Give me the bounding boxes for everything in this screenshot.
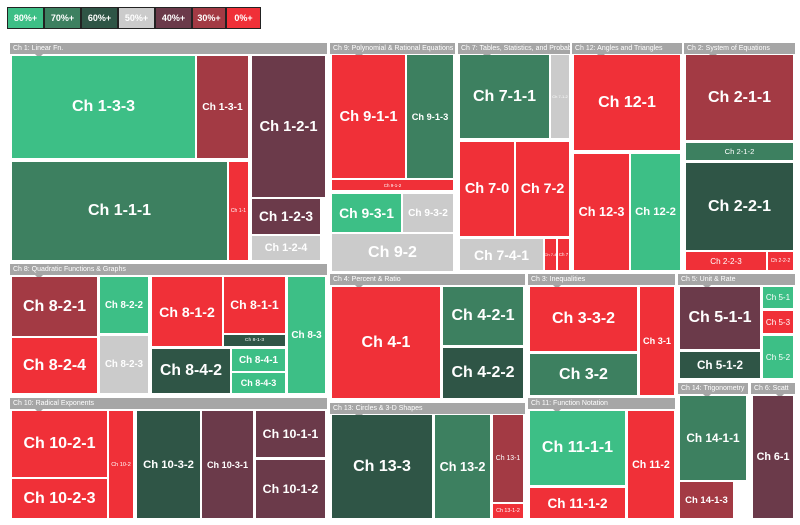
topic-tile[interactable]: Ch 5-1-1 <box>680 287 760 349</box>
topic-tile[interactable]: Ch 13-1 <box>493 415 523 502</box>
topic-tile[interactable]: Ch 8-4-2 <box>152 349 230 393</box>
topic-tile[interactable]: Ch 2-1-2 <box>686 143 793 160</box>
topic-tile[interactable]: Ch 10-2 <box>109 411 133 518</box>
topic-tile[interactable]: Ch 10-1-1 <box>256 411 325 457</box>
topic-tile[interactable]: Ch 1-2-4 <box>252 236 320 260</box>
legend-item[interactable]: 50%+ <box>118 7 155 29</box>
topic-tile[interactable]: Ch 8-2-3 <box>100 336 148 393</box>
group-header: Ch 10: Radical Exponents <box>10 398 327 409</box>
topic-tile[interactable]: Ch 1-3-3 <box>12 56 195 158</box>
topic-tile[interactable]: Ch 7-1-2 <box>551 55 569 138</box>
topic-tile[interactable]: Ch 7 <box>558 239 569 270</box>
group-header: Ch 3: Inequalities <box>528 274 675 285</box>
topic-tile[interactable]: Ch 11-1-2 <box>530 488 625 518</box>
topic-tile[interactable]: Ch 1-1 <box>229 162 248 260</box>
topic-tile[interactable]: Ch 10-1-2 <box>256 460 325 518</box>
topic-tile[interactable]: Ch 10-2-1 <box>12 411 107 477</box>
topic-tile[interactable]: Ch 9-1-1 <box>332 55 405 178</box>
topic-tile[interactable]: Ch 4-2-2 <box>443 348 523 398</box>
group-header: Ch 9: Polynomial & Rational Equations <box>330 43 455 54</box>
group-header: Ch 14: Trigonometry <box>678 383 748 394</box>
group-header: Ch 13: Circles & 3-D Shapes <box>330 403 525 414</box>
group-header: Ch 6: Scatt <box>751 383 795 394</box>
group-header: Ch 8: Quadratic Functions & Graphs <box>10 264 327 275</box>
topic-tile[interactable]: Ch 1-2-3 <box>252 199 320 234</box>
group-header: Ch 12: Angles and Triangles <box>572 43 682 54</box>
topic-tile[interactable]: Ch 5-1-2 <box>680 352 760 378</box>
topic-tile[interactable]: Ch 6-1 <box>753 396 793 518</box>
topic-tile[interactable]: Ch 4-1 <box>332 287 440 398</box>
topic-tile[interactable]: Ch 8-4-3 <box>232 373 285 393</box>
legend-item[interactable]: 40%+ <box>155 7 192 29</box>
topic-tile[interactable]: Ch 8-3 <box>288 277 325 393</box>
topic-tile[interactable]: Ch 7-0 <box>460 142 514 236</box>
topic-tile[interactable]: Ch 5-1 <box>763 287 793 308</box>
topic-tile[interactable]: Ch 8-1-2 <box>152 277 222 346</box>
legend-item[interactable]: 60%+ <box>81 7 118 29</box>
topic-tile[interactable]: Ch 4-2-1 <box>443 287 523 345</box>
topic-tile[interactable]: Ch 2-1-1 <box>686 55 793 140</box>
topic-tile[interactable]: Ch 3-1 <box>640 287 674 395</box>
topic-tile[interactable]: Ch 2-2-3 <box>686 252 766 270</box>
topic-tile[interactable]: Ch 7-1-1 <box>460 55 549 138</box>
topic-tile[interactable]: Ch 11-2 <box>628 411 674 518</box>
topic-tile[interactable]: Ch 8-2-1 <box>12 277 97 336</box>
topic-tile[interactable]: Ch 12-1 <box>574 55 680 150</box>
legend-item[interactable]: 70%+ <box>44 7 81 29</box>
topic-tile[interactable]: Ch 1-1-1 <box>12 162 227 260</box>
legend-item[interactable]: 0%+ <box>226 7 261 29</box>
topic-tile[interactable]: Ch 3-3-2 <box>530 287 637 351</box>
topic-tile[interactable]: Ch 9-1-2 <box>332 180 453 190</box>
group-header: Ch 11: Function Notation <box>528 398 675 409</box>
topic-tile[interactable]: Ch 8-4-1 <box>232 349 285 371</box>
topic-tile[interactable]: Ch 13-2 <box>435 415 490 518</box>
topic-tile[interactable]: Ch 14-1-3 <box>680 482 733 518</box>
group-header: Ch 1: Linear Fn. <box>10 43 327 54</box>
topic-tile[interactable]: Ch 8-1-3 <box>224 335 285 346</box>
topic-tile[interactable]: Ch 10-3-2 <box>137 411 200 518</box>
topic-tile[interactable]: Ch 12-2 <box>631 154 680 270</box>
topic-tile[interactable]: Ch 10-2-3 <box>12 479 107 518</box>
topic-tile[interactable]: Ch 2-2-2 <box>768 252 793 270</box>
topic-tile[interactable]: Ch 5-2 <box>763 336 793 378</box>
topic-tile[interactable]: Ch 9-3-2 <box>403 194 453 232</box>
topic-tile[interactable]: Ch 5-3 <box>763 311 793 333</box>
topic-tile[interactable]: Ch 2-2-1 <box>686 163 793 250</box>
topic-tile[interactable]: Ch 7-4-1 <box>460 239 543 270</box>
topic-tile[interactable]: Ch 9-3-1 <box>332 194 401 232</box>
topic-tile[interactable]: Ch 9-1-3 <box>407 55 453 178</box>
group-header: Ch 7: Tables, Statistics, and Probab <box>458 43 570 54</box>
topic-tile[interactable]: Ch 3-2 <box>530 354 637 395</box>
group-header: Ch 4: Percent & Ratio <box>330 274 525 285</box>
topic-tile[interactable]: Ch 14-1-1 <box>680 396 746 480</box>
topic-tile[interactable]: Ch 12-3 <box>574 154 629 270</box>
group-header: Ch 2: System of Equations <box>684 43 795 54</box>
topic-tile[interactable]: Ch 8-2-2 <box>100 277 148 333</box>
topic-tile[interactable]: Ch 13-3 <box>332 415 432 518</box>
topic-tile[interactable]: Ch 10-3-1 <box>202 411 253 518</box>
topic-tile[interactable]: Ch 8-1-1 <box>224 277 285 333</box>
topic-tile[interactable]: Ch 7-2 <box>516 142 569 236</box>
topic-tile[interactable]: Ch 1-3-1 <box>197 56 248 158</box>
legend-item[interactable]: 80%+ <box>7 7 44 29</box>
topic-tile[interactable]: Ch 11-1-1 <box>530 411 625 485</box>
topic-tile[interactable]: Ch 1-2-1 <box>252 56 325 197</box>
legend-item[interactable]: 30%+ <box>192 7 226 29</box>
topic-tile[interactable]: Ch 8-2-4 <box>12 338 97 393</box>
topic-tile[interactable]: Ch 13-1-2 <box>493 504 523 518</box>
group-header: Ch 5: Unit & Rate <box>678 274 795 285</box>
topic-tile[interactable]: Ch 9-2 <box>332 234 453 271</box>
topic-tile[interactable]: Ch 7-4 <box>545 239 556 270</box>
